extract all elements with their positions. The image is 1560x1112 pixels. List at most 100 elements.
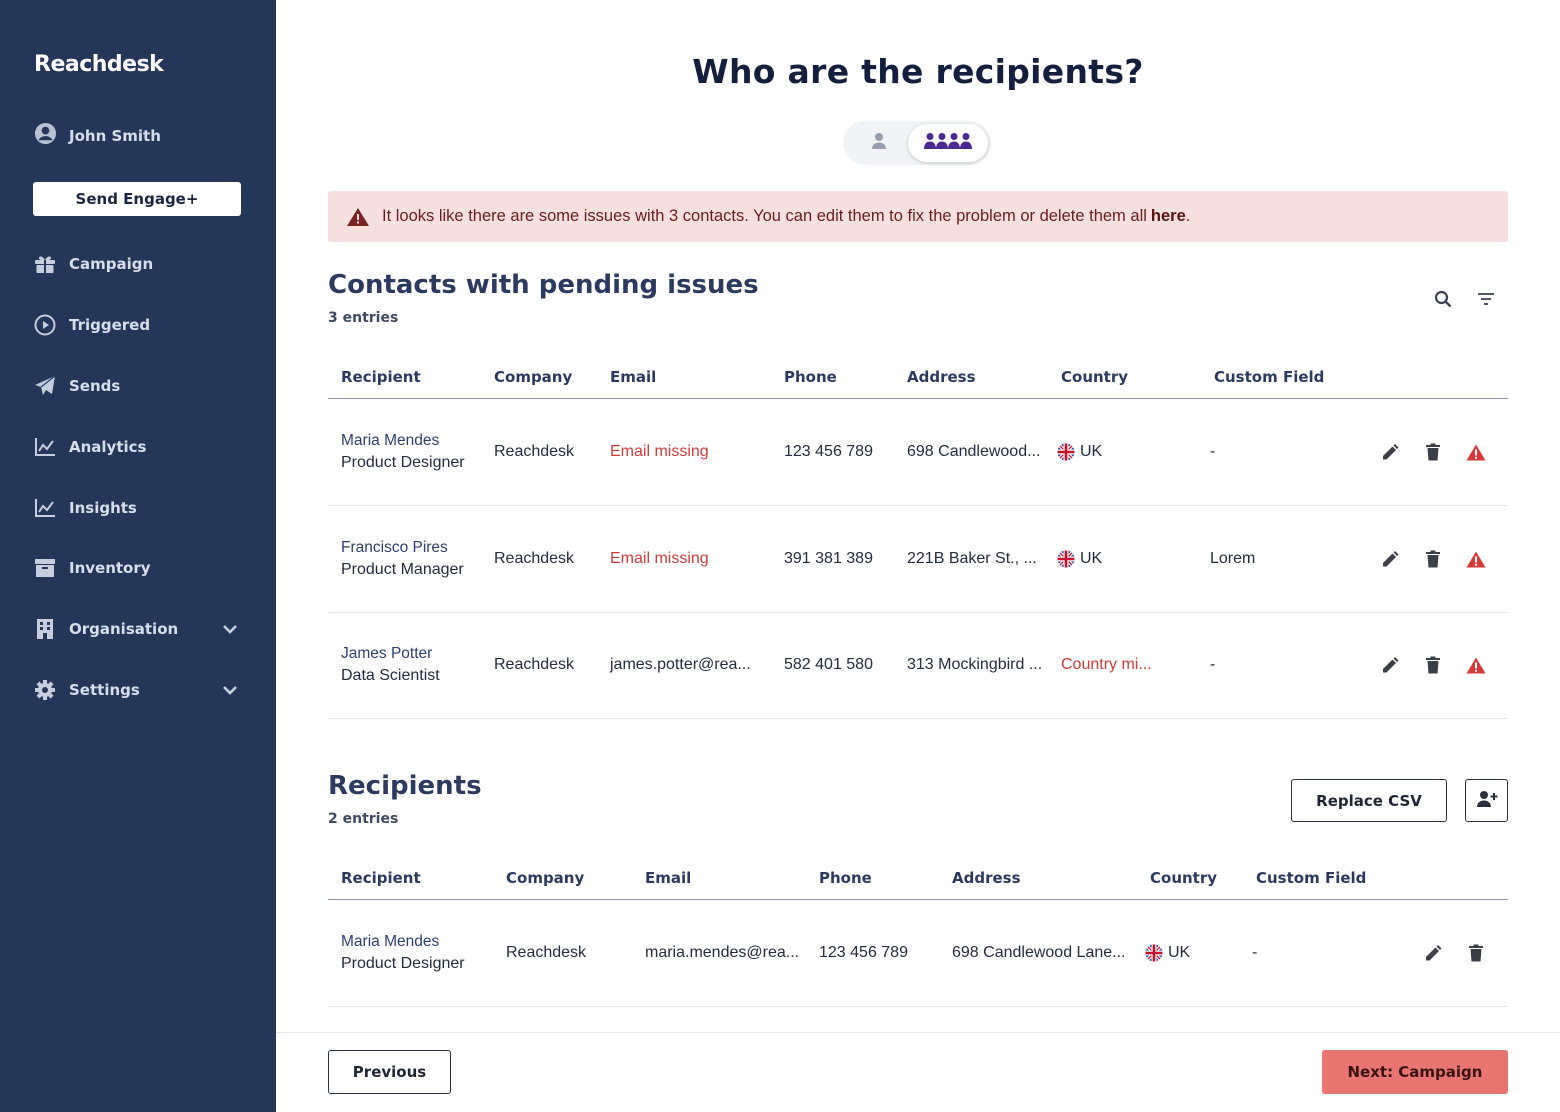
- nav-item-insights[interactable]: Insights: [34, 497, 238, 519]
- company-cell: Reachdesk: [494, 656, 575, 673]
- recipient-role: Product Designer: [341, 454, 465, 471]
- multiple-recipients-option[interactable]: [908, 124, 988, 162]
- address-cell: 313 Mockingbird ...: [907, 656, 1043, 673]
- column-header[interactable]: Company: [506, 869, 585, 887]
- nav-label: Organisation: [69, 620, 179, 638]
- recipients-entries-count: 2 entries: [328, 811, 399, 827]
- column-header[interactable]: Custom Field: [1256, 869, 1367, 887]
- gear-icon: [34, 679, 56, 701]
- table-row[interactable]: Maria Mendes Product Designer Reachdesk …: [328, 399, 1508, 506]
- country-name: UK: [1168, 944, 1191, 961]
- uk-flag-icon: [1145, 944, 1163, 962]
- country-cell: UK: [1057, 506, 1102, 612]
- column-header[interactable]: Recipient: [341, 368, 421, 386]
- previous-button[interactable]: Previous: [328, 1050, 451, 1094]
- single-recipient-option[interactable]: [861, 131, 897, 155]
- recipient-name: Francisco Pires: [341, 539, 448, 556]
- edit-pencil-icon[interactable]: [1379, 548, 1401, 570]
- pending-table-header: Recipient Company Email Phone Address Co…: [328, 355, 1508, 399]
- recipient-cell: Francisco Pires Product Manager: [341, 506, 464, 612]
- delete-trash-icon[interactable]: [1422, 441, 1444, 463]
- email-cell: james.potter@rea...: [610, 656, 751, 673]
- error-warning-icon[interactable]: [1465, 654, 1487, 676]
- group-people-icon: [924, 132, 972, 155]
- next-campaign-button[interactable]: Next: Campaign: [1322, 1050, 1508, 1094]
- main-content: Who are the recipients? It looks like th…: [276, 0, 1560, 1112]
- error-warning-icon[interactable]: [1465, 441, 1487, 463]
- recipient-role: Product Designer: [341, 955, 465, 972]
- country-name: UK: [1080, 550, 1103, 567]
- nav-label: Triggered: [69, 316, 151, 334]
- sidebar: Reachdesk John Smith Send Engage+ Campai…: [0, 0, 276, 1112]
- user-avatar-icon: [34, 122, 57, 149]
- delete-trash-icon[interactable]: [1465, 942, 1487, 964]
- chevron-down-icon[interactable]: [222, 685, 238, 695]
- column-header[interactable]: Company: [494, 368, 573, 386]
- recipient-mode-toggle: [843, 121, 991, 165]
- edit-pencil-icon[interactable]: [1379, 654, 1401, 676]
- column-header[interactable]: Country: [1061, 368, 1129, 386]
- building-icon: [34, 618, 56, 640]
- nav-item-inventory[interactable]: Inventory: [34, 557, 238, 579]
- user-profile[interactable]: John Smith: [34, 122, 161, 149]
- table-row[interactable]: Maria Mendes Product Designer Reachdesk …: [328, 900, 1508, 1007]
- page-title: Who are the recipients?: [692, 52, 1144, 91]
- recipient-name: Maria Mendes: [341, 432, 440, 449]
- table-row[interactable]: Francisco Pires Product Manager Reachdes…: [328, 506, 1508, 613]
- nav-item-settings[interactable]: Settings: [34, 679, 238, 701]
- filter-icon[interactable]: [1475, 288, 1497, 310]
- nav-item-sends[interactable]: Sends: [34, 375, 238, 397]
- archive-box-icon: [34, 557, 56, 579]
- recipient-cell: Maria Mendes Product Designer: [341, 900, 465, 1006]
- chevron-down-icon[interactable]: [222, 624, 238, 634]
- error-warning-icon[interactable]: [1465, 548, 1487, 570]
- company-cell: Reachdesk: [506, 944, 587, 961]
- column-header[interactable]: Country: [1150, 869, 1218, 887]
- pending-entries-count: 3 entries: [328, 310, 399, 326]
- nav-item-triggered[interactable]: Triggered: [34, 314, 238, 336]
- search-icon[interactable]: [1432, 288, 1454, 310]
- nav-label: Campaign: [69, 255, 154, 273]
- warning-icon: [346, 207, 370, 227]
- column-header[interactable]: Email: [645, 869, 692, 887]
- pending-issues-title: Contacts with pending issues: [328, 270, 759, 300]
- column-header[interactable]: Phone: [784, 368, 837, 386]
- delete-all-link[interactable]: here: [1150, 207, 1186, 225]
- gift-icon: [34, 253, 56, 275]
- uk-flag-icon: [1057, 443, 1075, 461]
- column-header[interactable]: Email: [610, 368, 657, 386]
- reachdesk-logo[interactable]: Reachdesk: [34, 52, 164, 77]
- edit-pencil-icon[interactable]: [1422, 942, 1444, 964]
- column-header[interactable]: Address: [952, 869, 1021, 887]
- email-cell: maria.mendes@rea...: [645, 944, 800, 961]
- column-header[interactable]: Address: [907, 368, 976, 386]
- alert-text: It looks like there are some issues with…: [382, 207, 1147, 225]
- delete-trash-icon[interactable]: [1422, 548, 1444, 570]
- nav-item-organisation[interactable]: Organisation: [34, 618, 238, 640]
- phone-cell: 582 401 580: [784, 656, 873, 673]
- email-cell: Email missing: [610, 443, 709, 460]
- column-header[interactable]: Custom Field: [1214, 368, 1325, 386]
- chart-line-icon: [34, 436, 56, 458]
- column-header[interactable]: Phone: [819, 869, 872, 887]
- nav-label: Analytics: [69, 438, 147, 456]
- play-circle-icon: [34, 314, 56, 336]
- add-recipient-button[interactable]: [1465, 779, 1508, 822]
- send-engage-button[interactable]: Send Engage+: [33, 182, 241, 216]
- nav-item-campaign[interactable]: Campaign: [34, 253, 238, 275]
- delete-trash-icon[interactable]: [1422, 654, 1444, 676]
- replace-csv-button[interactable]: Replace CSV: [1291, 779, 1447, 822]
- custom-field-cell: -: [1210, 656, 1216, 673]
- country-cell: UK: [1057, 399, 1102, 505]
- paper-plane-icon: [34, 375, 56, 397]
- recipients-table-header: Recipient Company Email Phone Address Co…: [328, 856, 1508, 900]
- nav-label: Settings: [69, 681, 140, 699]
- person-icon: [871, 132, 887, 155]
- nav-item-analytics[interactable]: Analytics: [34, 436, 238, 458]
- company-cell: Reachdesk: [494, 550, 575, 567]
- phone-cell: 391 381 389: [784, 550, 873, 567]
- column-header[interactable]: Recipient: [341, 869, 421, 887]
- table-row[interactable]: James Potter Data Scientist Reachdesk ja…: [328, 612, 1508, 719]
- edit-pencil-icon[interactable]: [1379, 441, 1401, 463]
- custom-field-cell: -: [1252, 944, 1258, 961]
